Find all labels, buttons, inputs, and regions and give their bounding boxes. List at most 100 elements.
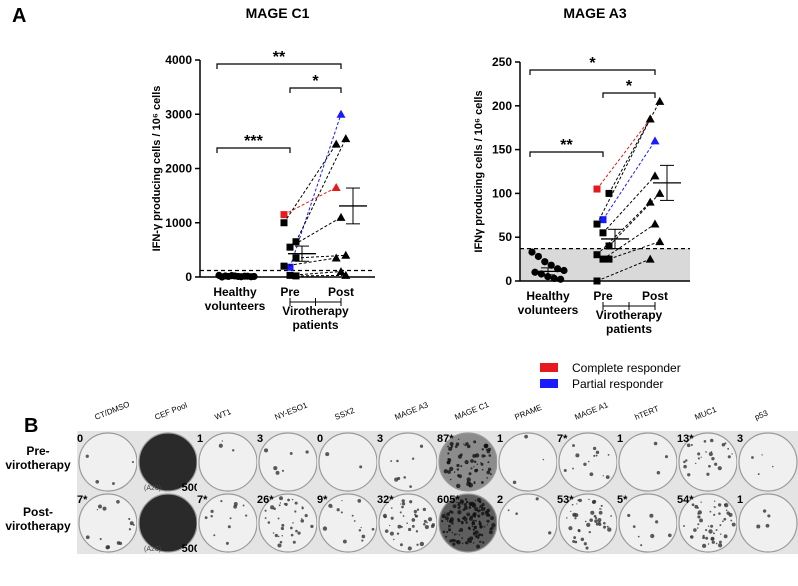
spot xyxy=(474,506,479,512)
spot xyxy=(85,454,89,458)
spot xyxy=(480,462,484,466)
spot xyxy=(449,478,452,481)
spot xyxy=(697,457,701,460)
spot xyxy=(595,450,600,455)
spot xyxy=(460,465,463,468)
spot xyxy=(341,500,343,502)
spot xyxy=(471,521,475,526)
spot xyxy=(727,447,730,450)
well-count: 1 xyxy=(497,433,503,445)
spot xyxy=(279,496,283,501)
well-count: 7* xyxy=(557,433,568,445)
post-marker xyxy=(341,134,351,143)
antigen-label: hTERT xyxy=(633,404,660,422)
well-count: 1 xyxy=(737,494,743,506)
spot xyxy=(583,542,587,546)
spot xyxy=(708,464,711,468)
spot xyxy=(512,480,517,485)
spot xyxy=(707,525,710,527)
well-count: 3 xyxy=(257,433,263,445)
well xyxy=(258,432,318,492)
post-marker xyxy=(341,270,351,279)
spot xyxy=(705,529,708,532)
well xyxy=(618,493,678,553)
spot xyxy=(548,531,552,535)
spot xyxy=(292,522,294,524)
spot xyxy=(590,510,595,515)
spot xyxy=(443,469,448,474)
spot xyxy=(473,440,477,444)
spot xyxy=(396,459,399,463)
spot xyxy=(105,545,110,550)
spot xyxy=(464,444,467,447)
spot xyxy=(245,514,248,517)
chart-title: MAGE A3 xyxy=(563,5,626,21)
spot xyxy=(487,461,490,464)
spot xyxy=(441,520,444,523)
spot xyxy=(481,448,484,451)
healthy-marker xyxy=(560,266,568,275)
spot xyxy=(447,528,452,532)
spot xyxy=(476,509,480,513)
y-tick-label: 0 xyxy=(505,274,512,288)
post-marker xyxy=(655,237,665,246)
significance-label: ** xyxy=(560,137,573,154)
spot xyxy=(400,525,403,528)
spot xyxy=(361,539,364,542)
well-count: 53* xyxy=(557,494,574,506)
post-marker xyxy=(650,136,660,145)
patient-link xyxy=(289,271,342,276)
spot xyxy=(451,531,454,534)
spot xyxy=(723,517,727,521)
x-category-label: Healthy volunteers xyxy=(204,285,266,313)
spot xyxy=(449,466,454,472)
spot xyxy=(588,460,590,463)
group-label: Virotherapy patients xyxy=(282,304,349,332)
significance-label: *** xyxy=(244,133,263,150)
spot xyxy=(683,460,686,464)
spot xyxy=(480,507,486,512)
well-count: 0 xyxy=(317,433,323,445)
pre-marker xyxy=(593,220,601,228)
spot xyxy=(599,508,601,510)
spot xyxy=(422,507,427,512)
spot xyxy=(490,516,494,520)
well-count: 7* xyxy=(77,494,88,506)
spot xyxy=(294,510,297,513)
spot xyxy=(280,526,285,531)
spot xyxy=(448,446,453,451)
spot xyxy=(229,517,232,520)
antigen-label: CEF Pool xyxy=(153,401,188,422)
spot xyxy=(476,463,479,465)
well xyxy=(78,432,138,492)
well-count: 2 xyxy=(497,494,503,506)
spot xyxy=(602,525,607,529)
panel-label: B xyxy=(24,415,38,437)
spot xyxy=(708,529,713,534)
pre-marker xyxy=(593,277,601,285)
y-tick-label: 2000 xyxy=(165,162,192,176)
spot xyxy=(263,448,269,453)
spot xyxy=(233,501,238,506)
spot xyxy=(468,527,471,531)
spot xyxy=(474,519,477,522)
spot xyxy=(607,527,612,532)
spot xyxy=(225,541,229,545)
spot xyxy=(725,509,728,512)
spot xyxy=(457,474,460,477)
post-marker xyxy=(336,109,346,118)
spot xyxy=(403,476,406,479)
spot xyxy=(273,466,278,471)
patient-link xyxy=(602,175,656,234)
spot xyxy=(486,508,491,513)
spot xyxy=(714,500,716,502)
spot xyxy=(424,524,429,530)
spot xyxy=(598,522,602,526)
spot xyxy=(456,533,458,535)
spot xyxy=(468,506,472,509)
spot xyxy=(649,513,654,518)
spot xyxy=(447,445,449,448)
spot xyxy=(131,460,135,464)
spot xyxy=(594,519,598,524)
spot xyxy=(640,544,643,547)
